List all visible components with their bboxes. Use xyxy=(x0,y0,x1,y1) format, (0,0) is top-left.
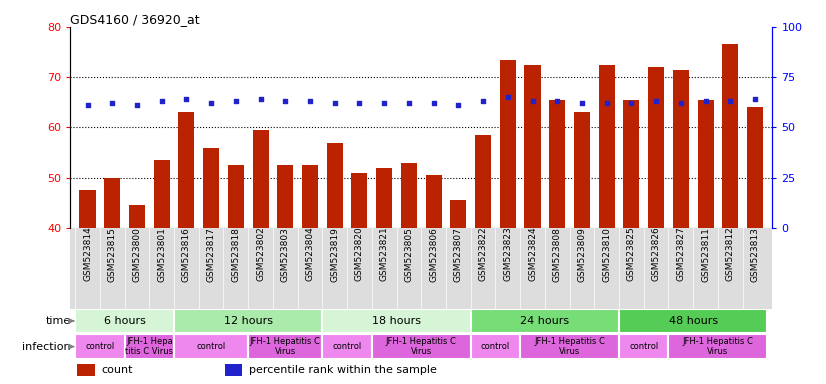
Bar xyxy=(322,334,372,359)
Bar xyxy=(372,334,471,359)
Point xyxy=(674,100,687,106)
Bar xyxy=(401,163,417,228)
Bar xyxy=(648,67,664,228)
Bar xyxy=(248,334,322,359)
Bar xyxy=(619,334,668,359)
Bar xyxy=(525,65,540,228)
Bar xyxy=(253,130,268,228)
Point xyxy=(724,98,737,104)
Point xyxy=(81,102,94,108)
Bar xyxy=(471,334,520,359)
Bar xyxy=(104,178,121,228)
Point xyxy=(377,100,391,106)
Text: infection: infection xyxy=(22,342,71,352)
Bar xyxy=(174,334,248,359)
Point xyxy=(180,96,193,103)
Text: JFH-1 Hepa
titis C Virus: JFH-1 Hepa titis C Virus xyxy=(126,337,173,356)
Bar xyxy=(599,65,615,228)
Point xyxy=(624,100,638,106)
Bar xyxy=(574,113,590,228)
Text: JFH-1 Hepatitis C
Virus: JFH-1 Hepatitis C Virus xyxy=(249,337,320,356)
Bar xyxy=(624,100,639,228)
Bar xyxy=(174,309,322,333)
Bar xyxy=(78,364,95,376)
Bar xyxy=(697,100,714,228)
Bar xyxy=(668,334,767,359)
Bar xyxy=(619,309,767,333)
Bar xyxy=(302,165,318,228)
Point xyxy=(576,100,589,106)
Text: JFH-1 Hepatitis C
Virus: JFH-1 Hepatitis C Virus xyxy=(534,337,605,356)
Point xyxy=(551,98,564,104)
Text: 6 hours: 6 hours xyxy=(103,316,145,326)
Point xyxy=(131,102,144,108)
Text: control: control xyxy=(333,342,362,351)
Text: count: count xyxy=(102,365,133,375)
Text: JFH-1 Hepatitis C
Virus: JFH-1 Hepatitis C Virus xyxy=(386,337,457,356)
Bar xyxy=(129,205,145,228)
Bar xyxy=(203,147,219,228)
Text: JFH-1 Hepatitis C
Virus: JFH-1 Hepatitis C Virus xyxy=(682,337,753,356)
Point xyxy=(748,96,762,103)
Point xyxy=(230,98,243,104)
Bar xyxy=(475,135,491,228)
Point xyxy=(600,100,613,106)
Bar xyxy=(425,175,442,228)
Point xyxy=(649,98,662,104)
Point xyxy=(526,98,539,104)
Text: 24 hours: 24 hours xyxy=(520,316,569,326)
Bar xyxy=(471,309,619,333)
Bar xyxy=(75,334,125,359)
Text: control: control xyxy=(85,342,115,351)
Bar xyxy=(75,309,174,333)
Point xyxy=(106,100,119,106)
Bar xyxy=(722,45,738,228)
Bar xyxy=(450,200,467,228)
Point xyxy=(155,98,169,104)
Bar xyxy=(125,334,174,359)
Text: GDS4160 / 36920_at: GDS4160 / 36920_at xyxy=(70,13,200,26)
Point xyxy=(402,100,415,106)
Bar xyxy=(228,165,244,228)
Bar xyxy=(376,168,392,228)
Bar xyxy=(154,160,169,228)
Bar xyxy=(520,334,619,359)
Bar xyxy=(351,173,368,228)
Point xyxy=(254,96,267,103)
Text: time: time xyxy=(45,316,71,326)
Point xyxy=(353,100,366,106)
Bar xyxy=(747,108,763,228)
Bar xyxy=(673,70,689,228)
Text: control: control xyxy=(629,342,658,351)
Point xyxy=(501,94,515,100)
Point xyxy=(699,98,712,104)
Bar xyxy=(549,100,565,228)
Point xyxy=(452,102,465,108)
Text: control: control xyxy=(481,342,510,351)
Point xyxy=(328,100,341,106)
Point xyxy=(427,100,440,106)
Bar xyxy=(327,142,343,228)
Text: 48 hours: 48 hours xyxy=(668,316,718,326)
Point xyxy=(205,100,218,106)
Text: 12 hours: 12 hours xyxy=(224,316,273,326)
Text: control: control xyxy=(197,342,225,351)
Bar xyxy=(278,165,293,228)
Bar xyxy=(178,113,194,228)
Bar xyxy=(500,60,515,228)
Text: percentile rank within the sample: percentile rank within the sample xyxy=(249,365,437,375)
Point xyxy=(303,98,316,104)
Point xyxy=(477,98,490,104)
Text: 18 hours: 18 hours xyxy=(372,316,421,326)
Bar xyxy=(225,364,242,376)
Bar xyxy=(322,309,471,333)
Bar xyxy=(79,190,96,228)
Point xyxy=(278,98,292,104)
